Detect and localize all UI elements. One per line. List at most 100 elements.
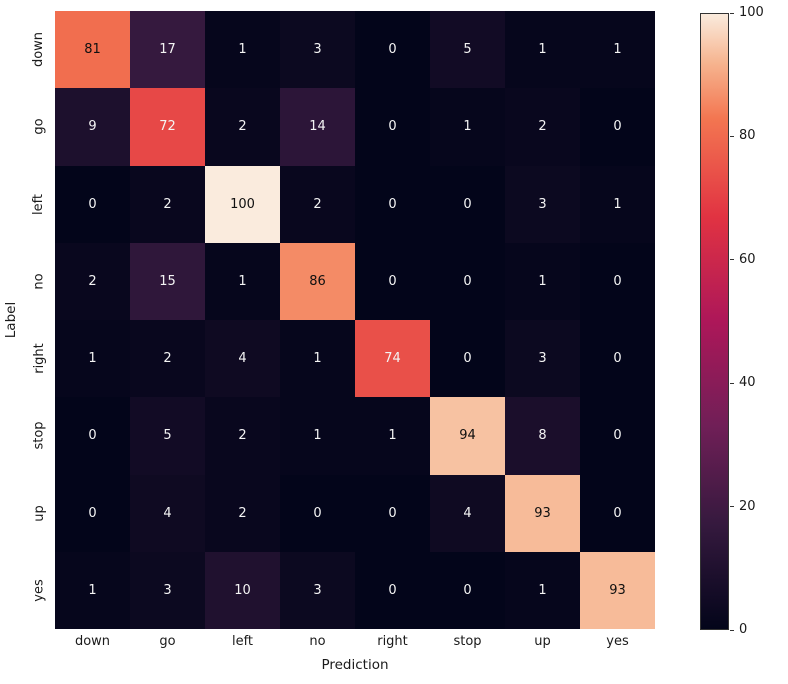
heatmap-cell: 4 (430, 474, 505, 552)
heatmap-cell: 5 (130, 397, 205, 475)
heatmap-cell: 0 (580, 474, 655, 552)
x-tick-label: right (377, 634, 408, 649)
heatmap-cell: 0 (280, 474, 355, 552)
x-tick-label: down (74, 634, 111, 649)
heatmap-cell: 14 (280, 88, 355, 166)
heatmap-cell: 0 (55, 397, 130, 475)
y-tick-label: down (31, 32, 47, 68)
heatmap-cell: 2 (130, 165, 205, 243)
heatmap-cell: 4 (130, 474, 205, 552)
heatmap-cell: 0 (355, 551, 430, 629)
colorbar-tick-label: 20 (739, 498, 756, 514)
heatmap-cell: 1 (580, 165, 655, 243)
heatmap-cell: 2 (280, 165, 355, 243)
heatmap-cell: 2 (130, 320, 205, 398)
heatmap-cell: 0 (55, 165, 130, 243)
y-axis-label-wrap: Label (0, 11, 22, 629)
heatmap-cell: 0 (580, 320, 655, 398)
heatmap-cell: 1 (355, 397, 430, 475)
heatmap-cell: 94 (430, 397, 505, 475)
heatmap-cell: 5 (430, 11, 505, 89)
colorbar-tick-label: 0 (739, 622, 748, 637)
heatmap-cell: 2 (205, 397, 280, 475)
heatmap-cell: 1 (580, 11, 655, 89)
heatmap-cell: 1 (505, 242, 580, 320)
colorbar-tick-mark (730, 259, 734, 261)
heatmap-cell: 4 (205, 320, 280, 398)
heatmap-cell: 15 (130, 242, 205, 320)
heatmap-cell: 2 (205, 88, 280, 166)
heatmap-cell: 1 (280, 320, 355, 398)
heatmap-cell: 10 (205, 551, 280, 629)
x-axis-label: Prediction (321, 657, 389, 673)
heatmap-cell: 3 (280, 551, 355, 629)
x-tick-labels: down go left no right stop up yes (55, 634, 655, 652)
y-tick-label: stop (31, 421, 47, 450)
heatmap-cell: 3 (280, 11, 355, 89)
colorbar-tick-mark (730, 382, 734, 384)
y-tick: up (26, 475, 52, 552)
heatmap-cell: 1 (205, 242, 280, 320)
colorbar-tick-label: 60 (739, 251, 756, 267)
heatmap-cell: 0 (580, 397, 655, 475)
heatmap-cell: 1 (280, 397, 355, 475)
heatmap-cell: 3 (505, 165, 580, 243)
heatmap-cell: 0 (355, 165, 430, 243)
y-tick-label: no (31, 273, 47, 290)
colorbar: 0 20 40 60 80 100 (700, 5, 780, 637)
y-tick: down (26, 11, 52, 88)
colorbar-tick-label: 80 (739, 128, 756, 144)
x-tick-label: stop (453, 634, 482, 649)
heatmap-cell: 0 (430, 551, 505, 629)
heatmap: 81 17 1 3 0 5 1 1 9 72 2 14 0 1 2 0 0 2 100 2 0 0 3 1 2 15 1 86 0 0 1 0… (55, 11, 655, 629)
heatmap-cell: 2 (505, 88, 580, 166)
heatmap-cell: 2 (55, 242, 130, 320)
heatmap-cell: 81 (55, 11, 130, 89)
heatmap-cell: 9 (55, 88, 130, 166)
x-tick-label: up (534, 634, 551, 649)
colorbar-tick-label: 100 (739, 5, 764, 20)
heatmap-cell: 8 (505, 397, 580, 475)
heatmap-cell: 0 (355, 11, 430, 89)
y-tick: stop (26, 397, 52, 474)
y-tick: yes (26, 552, 52, 629)
heatmap-cell: 1 (205, 11, 280, 89)
colorbar-tick-mark (730, 506, 734, 508)
heatmap-cell: 1 (505, 11, 580, 89)
colorbar-gradient (700, 13, 729, 630)
colorbar-tick-label: 40 (739, 375, 756, 391)
heatmap-cell: 3 (130, 551, 205, 629)
heatmap-cell: 0 (355, 88, 430, 166)
heatmap-cell: 74 (355, 320, 430, 398)
x-tick-label: yes (606, 634, 629, 649)
heatmap-cell: 93 (580, 551, 655, 629)
heatmap-cell: 1 (55, 551, 130, 629)
y-tick-label: right (31, 343, 47, 374)
x-tick-label: go (159, 634, 176, 649)
y-tick-label: go (31, 118, 47, 135)
x-tick-label: left (231, 634, 254, 649)
heatmap-cell: 86 (280, 242, 355, 320)
y-tick: right (26, 320, 52, 397)
heatmap-cell: 3 (505, 320, 580, 398)
y-tick: no (26, 243, 52, 320)
y-tick: left (26, 166, 52, 243)
y-axis-label: Label (3, 301, 20, 339)
heatmap-cell: 1 (430, 88, 505, 166)
heatmap-cell: 1 (505, 551, 580, 629)
heatmap-cell: 0 (430, 165, 505, 243)
y-tick: go (26, 88, 52, 165)
y-tick-label: up (31, 504, 47, 522)
heatmap-cell: 0 (430, 320, 505, 398)
heatmap-cell: 0 (55, 474, 130, 552)
heatmap-cell: 2 (205, 474, 280, 552)
heatmap-cell: 93 (505, 474, 580, 552)
heatmap-cell: 17 (130, 11, 205, 89)
heatmap-cell: 0 (580, 242, 655, 320)
colorbar-tick-mark (730, 135, 734, 137)
heatmap-cell: 100 (205, 165, 280, 243)
y-tick-labels: down go left no right stop up yes (26, 11, 52, 629)
y-tick-label: left (31, 193, 47, 215)
heatmap-cell: 0 (355, 474, 430, 552)
heatmap-cell: 1 (55, 320, 130, 398)
